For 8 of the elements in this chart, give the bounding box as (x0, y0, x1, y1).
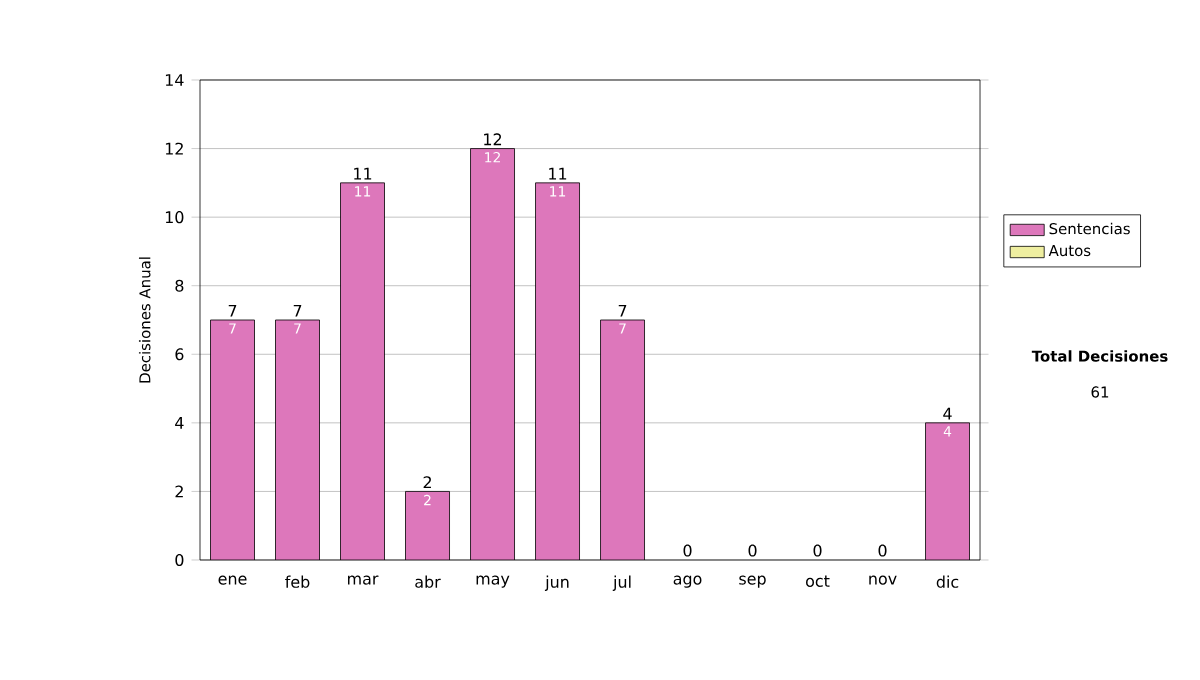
bar (535, 182, 580, 560)
bar (210, 319, 255, 560)
bar (470, 148, 515, 560)
bar (405, 491, 450, 560)
bar (925, 422, 970, 560)
bar (340, 182, 385, 560)
bar (600, 319, 645, 560)
bar (275, 319, 320, 560)
